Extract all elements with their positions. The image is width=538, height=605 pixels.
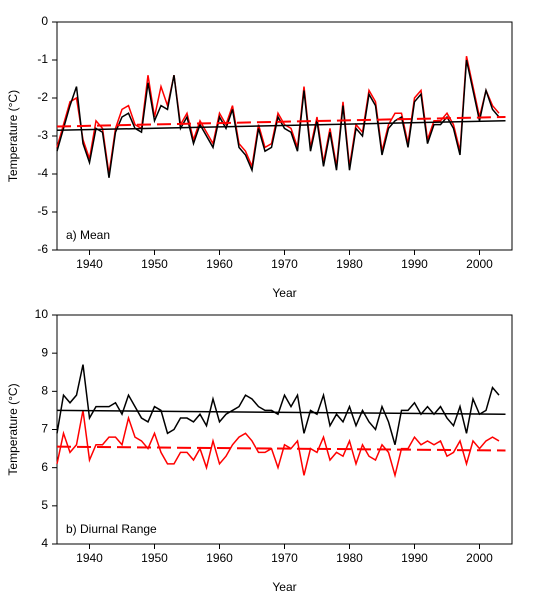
- y-tick-label: -2: [37, 90, 48, 104]
- trend-line: [56, 445, 506, 452]
- x-tick-label: 1980: [336, 551, 363, 565]
- y-tick-label: -5: [37, 204, 48, 218]
- y-tick-label: 0: [41, 14, 48, 28]
- x-tick-label: 1960: [206, 257, 233, 271]
- y-tick-label: -3: [37, 128, 48, 142]
- x-tick-label: 1960: [206, 551, 233, 565]
- data-line: [56, 59, 500, 178]
- y-tick-label: 7: [41, 422, 48, 436]
- panel-label: a) Mean: [66, 228, 110, 242]
- data-line: [56, 56, 500, 175]
- x-tick-label: 1950: [141, 257, 168, 271]
- x-tick-label: 1970: [271, 551, 298, 565]
- data-line: [56, 364, 500, 445]
- plot-frame: [56, 21, 513, 251]
- y-tick-label: 6: [41, 460, 48, 474]
- y-tick-label: -1: [37, 52, 48, 66]
- y-tick-label: 10: [35, 307, 49, 321]
- x-tick-label: 2000: [466, 551, 493, 565]
- data-line: [56, 120, 506, 132]
- y-tick-label: 8: [41, 384, 48, 398]
- x-tick-label: 1970: [271, 257, 298, 271]
- x-tick-label: 1940: [76, 257, 103, 271]
- x-tick-label: 1990: [401, 257, 428, 271]
- y-tick-label: -6: [37, 242, 48, 256]
- y-tick-label: 4: [41, 536, 48, 550]
- data-line: [56, 410, 500, 479]
- x-tick-label: 1980: [336, 257, 363, 271]
- y-tick-label: 9: [41, 345, 48, 359]
- x-axis-label: Year: [272, 286, 296, 300]
- x-tick-label: 1990: [401, 551, 428, 565]
- trend-line: [56, 116, 506, 128]
- data-line: [56, 409, 506, 415]
- x-tick-label: 1940: [76, 551, 103, 565]
- y-tick-label: -4: [37, 166, 48, 180]
- panel-label: b) Diurnal Range: [66, 522, 157, 536]
- x-tick-label: 1950: [141, 551, 168, 565]
- y-axis-label: Temperature (°C): [6, 90, 20, 182]
- y-tick-label: 5: [41, 498, 48, 512]
- y-axis-label: Temperature (°C): [6, 383, 20, 475]
- x-axis-label: Year: [272, 580, 296, 594]
- x-tick-label: 2000: [466, 257, 493, 271]
